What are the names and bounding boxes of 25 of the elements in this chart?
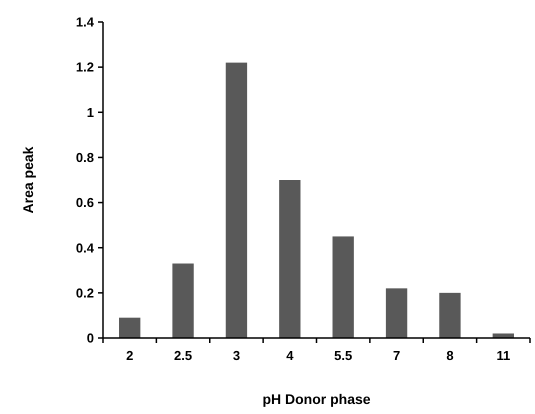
y-tick-label: 1.4 (76, 14, 95, 30)
bar (226, 62, 248, 338)
y-tick-label: 1.2 (76, 60, 94, 75)
x-tick-label: 2.5 (174, 348, 192, 363)
bar (279, 180, 300, 338)
x-tick-label: 3 (232, 348, 240, 363)
bar (439, 292, 461, 338)
x-tick-label: 11 (496, 348, 510, 363)
bar (172, 264, 194, 338)
y-tick-label: 0 (86, 330, 94, 346)
x-axis-title: pH Donor phase (262, 391, 371, 407)
y-tick-label: 0.2 (76, 285, 94, 300)
x-tick-label: 5.5 (334, 348, 352, 363)
y-tick-label: 0.8 (76, 150, 94, 165)
bar (119, 318, 140, 338)
x-tick-label: 8 (446, 348, 454, 363)
y-tick-label: 1 (86, 104, 94, 120)
y-tick-label: 0.6 (76, 195, 94, 210)
y-tick-label: 0.4 (76, 240, 95, 256)
y-axis-title: Area peak (20, 146, 36, 214)
bar (332, 236, 354, 338)
x-tick-label: 7 (392, 348, 400, 363)
x-tick-label: 2 (126, 348, 134, 363)
x-tick-label: 4 (286, 348, 294, 363)
bar (386, 288, 408, 338)
